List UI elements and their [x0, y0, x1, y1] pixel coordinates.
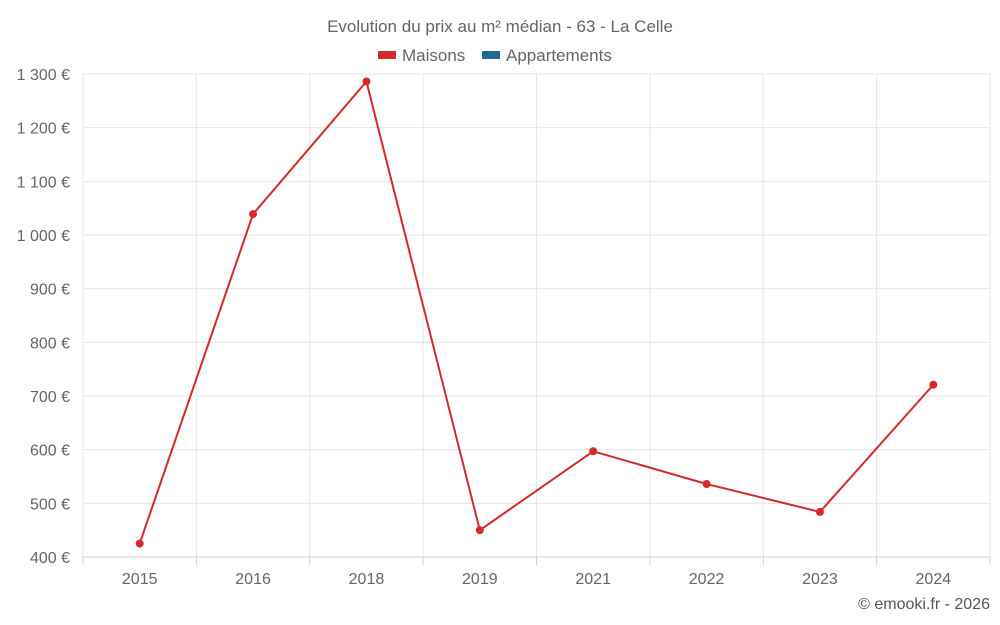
- y-tick-label: 600 €: [30, 443, 70, 460]
- y-axis-labels: 400 € 500 € 600 € 700 € 800 € 900 € 1 000 € 1 1…: [17, 67, 70, 567]
- y-tick-label: 400 €: [30, 550, 70, 567]
- legend: Maisons Appartements: [378, 46, 612, 65]
- data-point[interactable]: [249, 210, 258, 219]
- data-point[interactable]: [929, 380, 938, 389]
- data-point[interactable]: [589, 447, 598, 456]
- chart-title: Evolution du prix au m² médian - 63 - La…: [327, 17, 673, 36]
- y-tick-label: 1 000 €: [17, 228, 70, 245]
- x-tick-label: 2018: [349, 571, 385, 588]
- y-tick-label: 900 €: [30, 282, 70, 299]
- x-tick-label: 2022: [689, 571, 725, 588]
- data-point[interactable]: [475, 526, 484, 535]
- data-point[interactable]: [815, 507, 824, 516]
- data-point[interactable]: [135, 539, 144, 548]
- y-tick-label: 1 300 €: [17, 67, 70, 84]
- data-point[interactable]: [702, 480, 711, 489]
- data-point[interactable]: [362, 77, 371, 86]
- grid: [82, 73, 991, 557]
- legend-swatch-appartements[interactable]: [482, 51, 500, 59]
- series: [135, 77, 938, 548]
- y-tick-label: 1 100 €: [17, 174, 70, 191]
- legend-label-appartements[interactable]: Appartements: [506, 46, 612, 65]
- x-tick-label: 2019: [462, 571, 498, 588]
- axes: [82, 556, 991, 565]
- x-tick-label: 2015: [122, 571, 158, 588]
- x-axis-labels: 2015 2016 2018 2019 2021 2022 2023 2024: [122, 571, 951, 588]
- x-tick-label: 2016: [235, 571, 271, 588]
- credit-text: © emooki.fr - 2026: [858, 596, 990, 613]
- legend-swatch-maisons[interactable]: [378, 51, 396, 59]
- series-line-maisons: [138, 80, 935, 544]
- y-tick-label: 700 €: [30, 389, 70, 406]
- legend-label-maisons[interactable]: Maisons: [402, 46, 465, 65]
- x-tick-label: 2021: [575, 571, 611, 588]
- x-tick-label: 2023: [802, 571, 838, 588]
- x-tick-label: 2024: [916, 571, 952, 588]
- y-tick-label: 800 €: [30, 335, 70, 352]
- y-tick-label: 500 €: [30, 496, 70, 513]
- y-tick-label: 1 200 €: [17, 121, 70, 138]
